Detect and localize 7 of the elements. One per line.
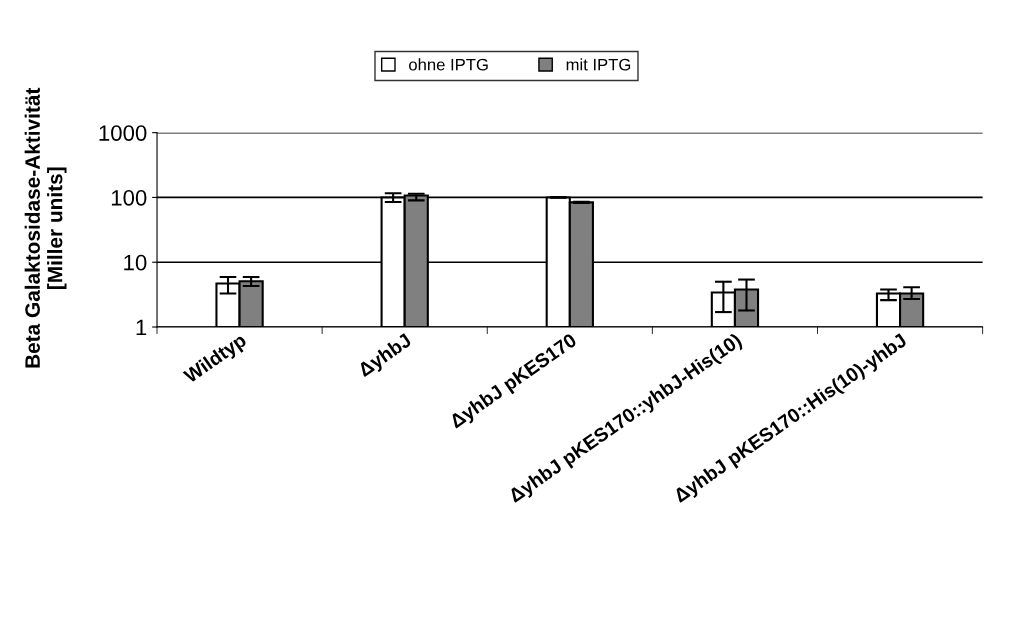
y-tick-label: 100 (111, 189, 147, 206)
legend-label: mit IPTG (566, 58, 631, 71)
y-tick-label: 1 (136, 319, 147, 336)
legend-label: ohne IPTG (409, 58, 488, 71)
y-axis-title: Beta Galaktosidase-Aktivität [Miller units] (24, 87, 67, 368)
y-tick-label: 10 (124, 254, 147, 271)
y-tick-label: 1000 (99, 125, 147, 141)
